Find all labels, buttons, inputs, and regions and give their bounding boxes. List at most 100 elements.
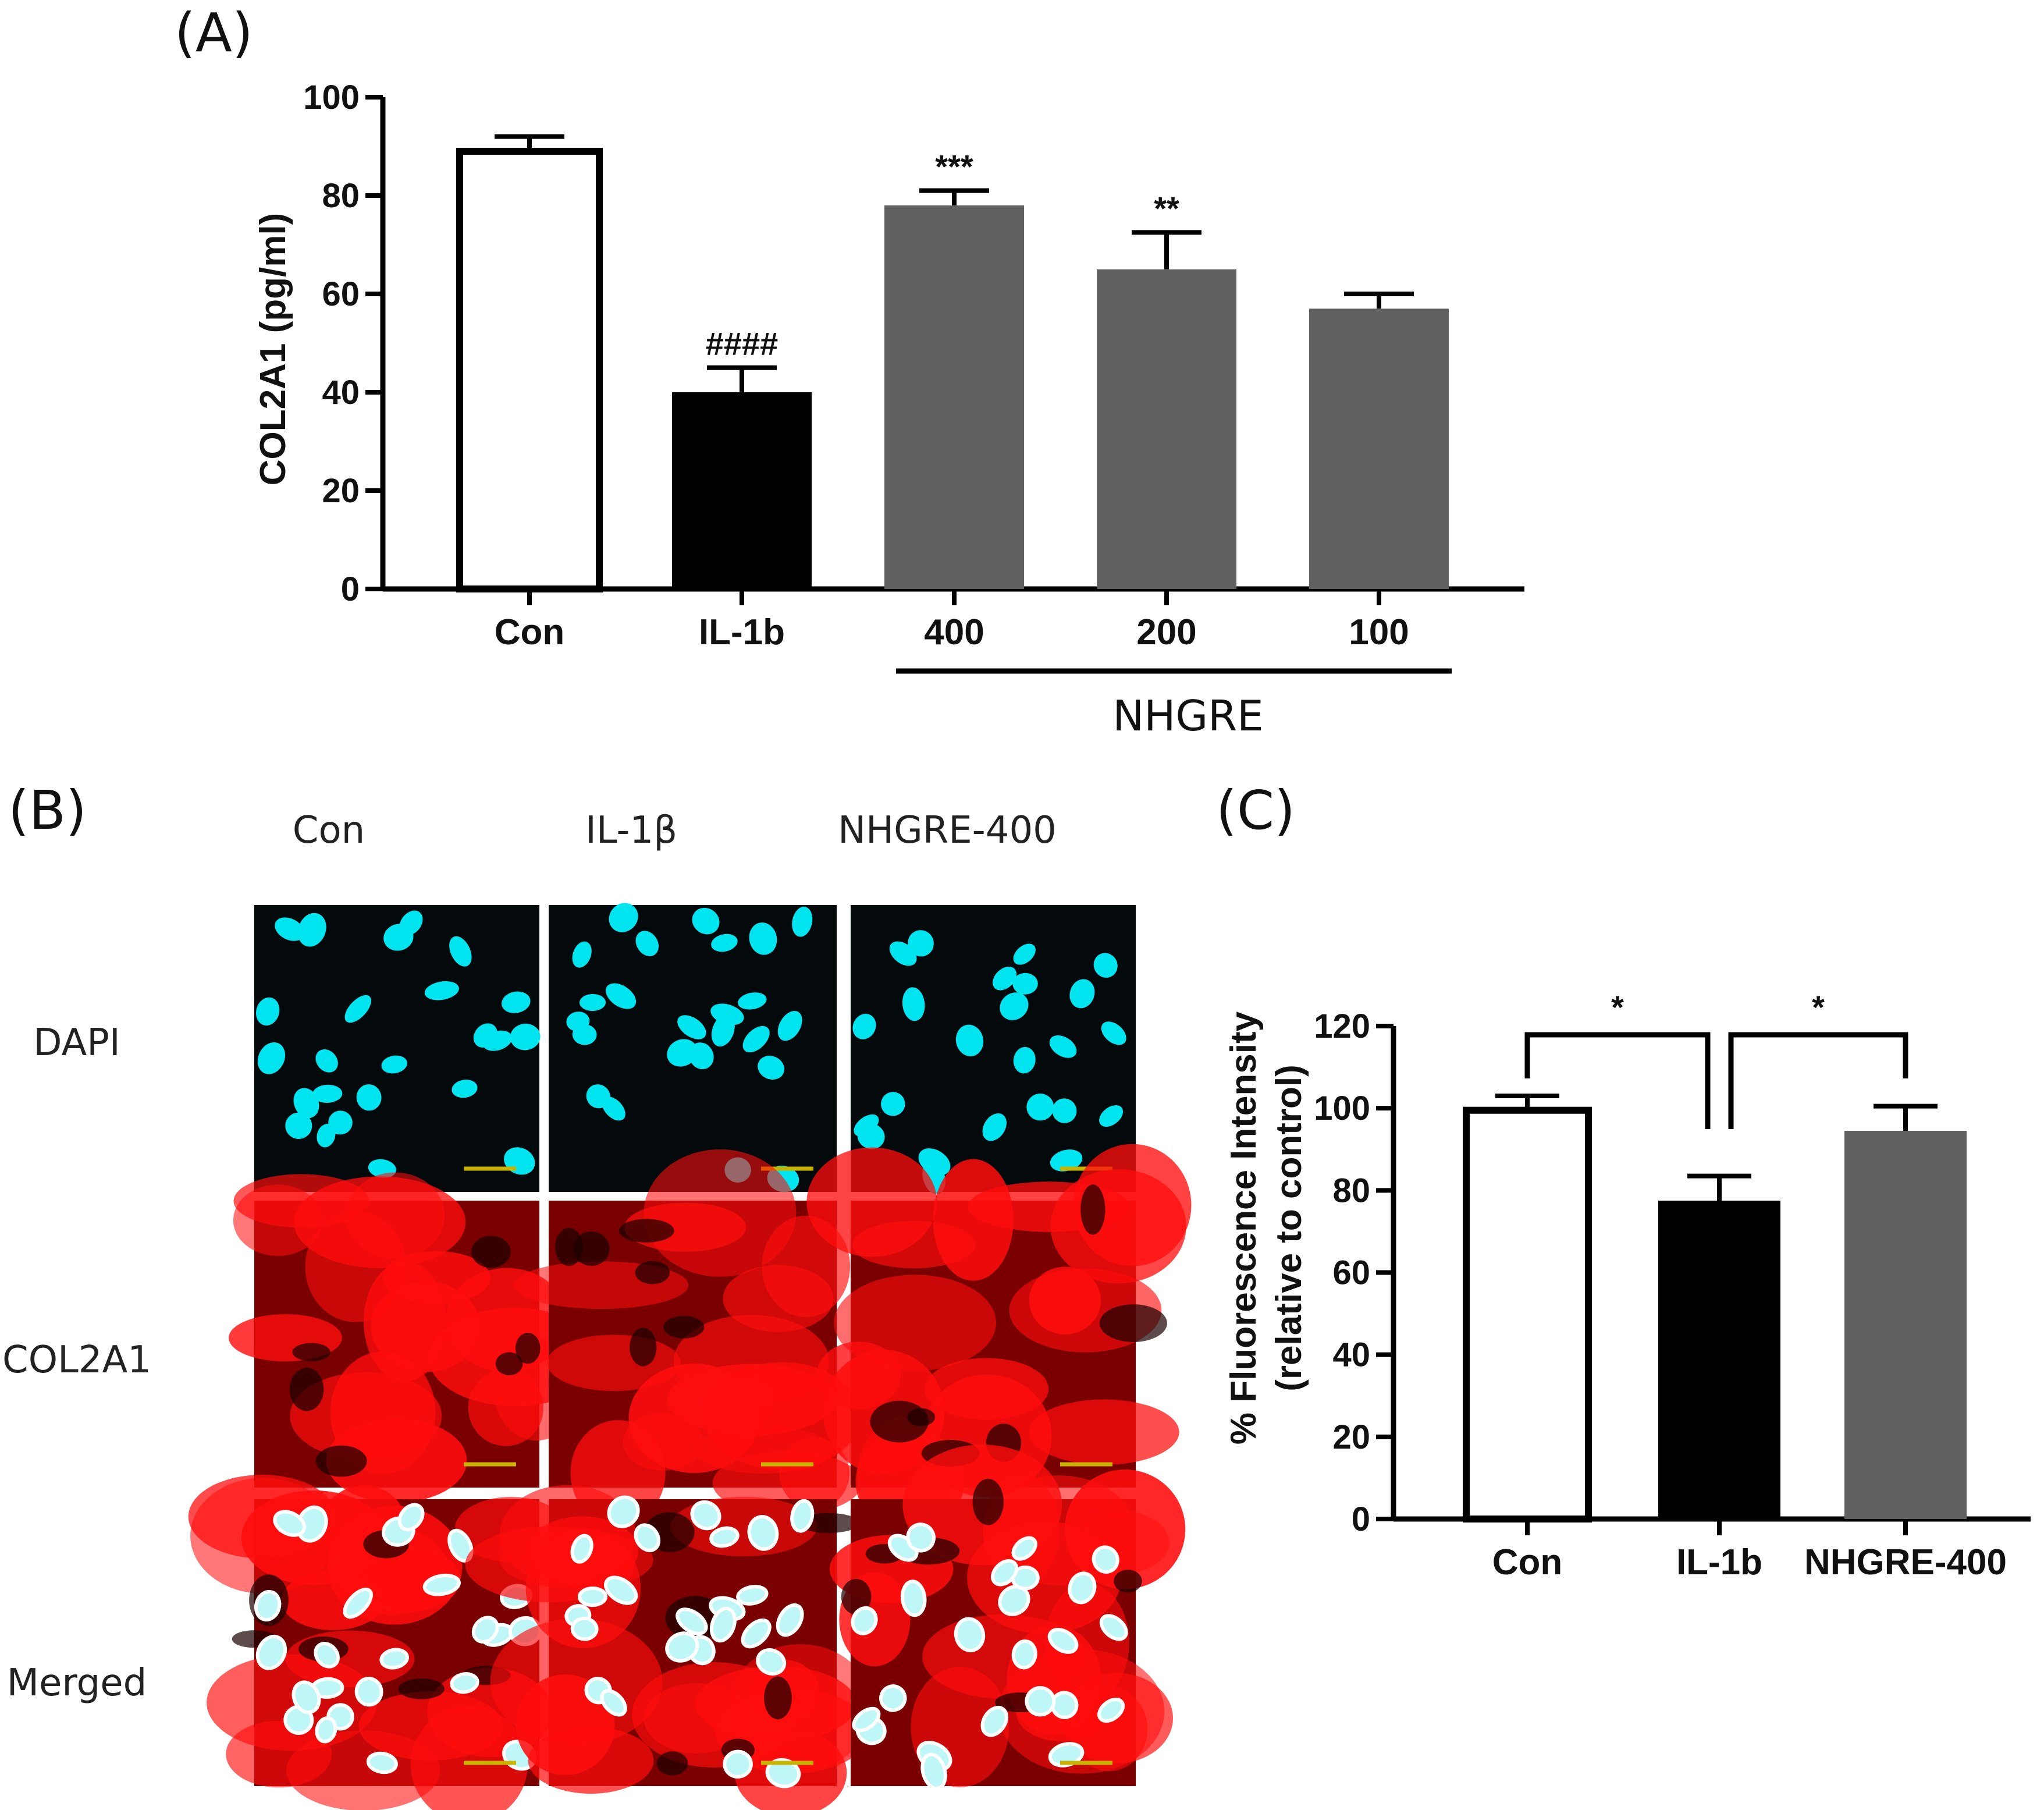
bar-con [456,147,603,592]
nucleus [667,1039,698,1067]
nucleus [676,1607,708,1635]
nucleus [471,1616,499,1644]
nucleus [634,1523,661,1552]
nucleus [955,1024,984,1056]
nucleus [572,941,592,968]
cell-cytoplasm [1029,1399,1179,1465]
cell-gap [555,1227,583,1266]
nucleus [1013,943,1036,965]
column-label-nhgre-400: NHGRE-400 [838,809,1057,852]
nucleus [991,1559,1019,1587]
nucleus [344,995,371,1023]
nucleus [366,1751,398,1774]
nucleus [709,1526,740,1548]
cell-gap [515,1332,541,1364]
nucleus [854,1114,879,1137]
chart-a-bars [456,134,1449,592]
nucleus [1025,1686,1056,1717]
bar-nhgre-400 [1844,1130,1967,1519]
comparison-label: * [1812,989,1825,1025]
nucleus [1050,1691,1079,1719]
x-tick-label: IL-1b [1676,1542,1762,1582]
y-tick-label: 0 [341,570,360,608]
nucleus [577,1586,608,1607]
nucleus [711,934,738,952]
nucleus [1052,1098,1077,1123]
nucleus [741,1618,772,1649]
y-tick-label: 60 [1332,1254,1370,1292]
nucleus [609,903,638,932]
cell-cytoplasm [644,1149,797,1277]
nucleus [1092,1545,1119,1574]
nucleus [275,917,304,941]
nucleus [709,1606,737,1643]
nucleus [452,1080,478,1098]
y-tick-label: 100 [1314,1089,1370,1127]
nucleus [677,1015,706,1039]
nucleus [570,1534,593,1564]
nucleus [1013,1046,1036,1074]
nucleus [742,1025,770,1053]
y-tick-label: 20 [1332,1418,1370,1456]
nucleus [354,1677,383,1707]
nucleus [908,930,934,957]
nucleus [397,1503,425,1532]
cell-gap [289,1367,324,1411]
micrograph-dapi-con [254,905,541,1192]
chart-a-labels: Con IL-1b #### 400 *** 200 ** 100 [495,148,1409,652]
nucleus [273,1510,306,1537]
nucleus [600,1689,627,1717]
nucleus [449,936,472,967]
y-tick-label: 40 [322,374,360,411]
nucleus [747,1515,779,1551]
x-tick-label: NHGRE-400 [1804,1542,2007,1582]
micrograph-col2a1-con [229,1172,602,1503]
nucleus [602,1096,625,1121]
nucleus [920,1752,947,1790]
nucleus [1050,1149,1083,1172]
x-tick-label: IL-1b [699,612,785,652]
nucleus [422,1573,461,1596]
nhgre-group-label: NHGRE [1112,691,1263,740]
nucleus [606,983,637,1009]
nucleus [1047,1628,1079,1654]
nucleus [792,906,813,937]
y-tick-label: 120 [1314,1007,1370,1045]
chart-c-y-axis-subtitle: (relative to control) [1269,1064,1309,1392]
cell-cytoplasm [644,1683,751,1754]
cell-cytoplasm [1073,1144,1192,1266]
y-tick-label: 60 [322,275,360,313]
cell-gap [870,1400,929,1443]
chart-c-labels: Con IL-1b NHGRE-400 [1492,1542,2007,1582]
nucleus [765,1758,801,1788]
nucleus [736,1585,769,1606]
nucleus [399,910,423,936]
nucleus [852,1706,881,1733]
row-label-dapi: DAPI [33,1021,120,1064]
nucleus [692,907,720,935]
cell-gap [635,1261,670,1284]
nucleus [570,1616,599,1641]
cell-gap [764,1676,792,1720]
y-tick-label: 0 [1352,1500,1370,1538]
nucleus [758,1056,785,1080]
nucleus [312,1084,343,1103]
chart-a-y-axis-title: COL2A1 (pg/ml) [253,213,293,485]
nucleus [424,981,459,1000]
micrograph-dapi-il1b [549,903,837,1193]
cell-gap [656,1751,688,1776]
cell-cytoplasm [410,1706,528,1810]
cell-cytoplasm [852,1220,976,1269]
cell-cytoplasm [363,1261,446,1382]
nucleus [1049,1035,1077,1058]
nucleus [993,967,1017,991]
nucleus [292,1680,321,1715]
nucleus [254,1589,282,1622]
nucleus [900,1580,927,1617]
nucleus [879,1684,907,1712]
cell-gap [495,1352,523,1376]
nucleus [317,1124,336,1148]
chart-a: 0 20 40 60 80 100 Con IL-1b #### 400 *** 200 ** 100 [303,79,1524,652]
x-tick-label: 400 [924,612,984,652]
nucleus [902,987,925,1021]
